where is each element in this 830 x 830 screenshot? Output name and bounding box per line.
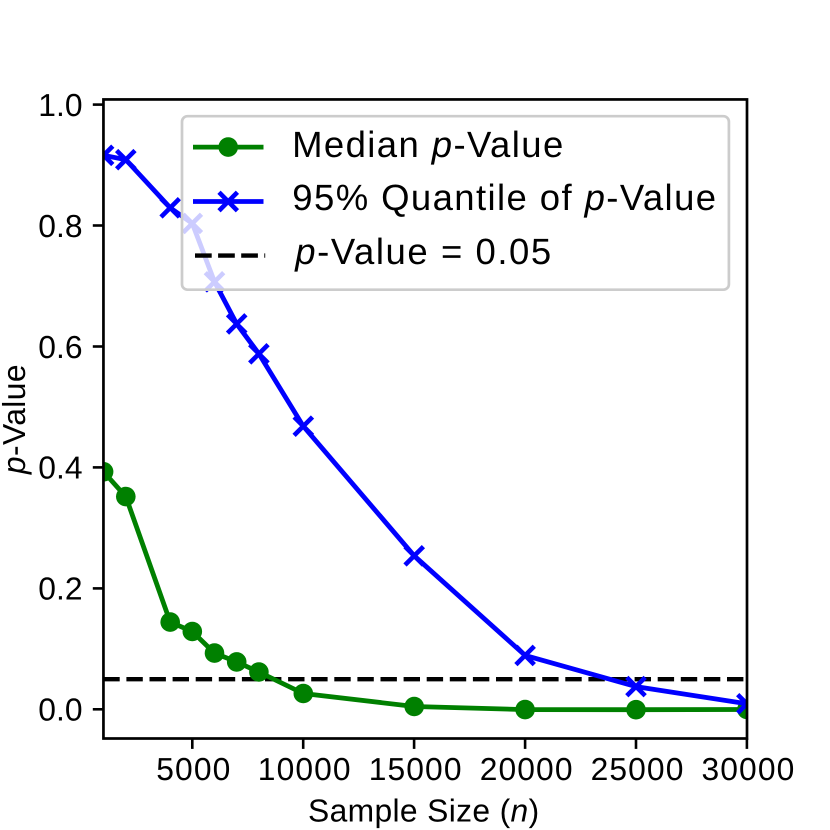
svg-text:0.4: 0.4 (38, 450, 82, 486)
svg-text:Sample Size (n): Sample Size (n) (308, 792, 539, 828)
svg-text:15000: 15000 (369, 751, 463, 787)
svg-text:10000: 10000 (258, 751, 352, 787)
svg-text:p-Value = 0.05: p-Value = 0.05 (294, 231, 552, 272)
svg-text:Median p-Value: Median p-Value (292, 124, 565, 165)
svg-text:95% Quantile of p-Value: 95% Quantile of p-Value (292, 177, 717, 218)
svg-text:p-Value: p-Value (0, 364, 32, 475)
svg-text:0.6: 0.6 (38, 329, 82, 365)
svg-text:1.0: 1.0 (38, 87, 82, 123)
svg-text:30000: 30000 (701, 751, 795, 787)
svg-text:25000: 25000 (591, 751, 685, 787)
svg-text:5000: 5000 (156, 751, 231, 787)
svg-text:0.8: 0.8 (38, 208, 82, 244)
svg-text:0.0: 0.0 (38, 692, 82, 728)
svg-text:0.2: 0.2 (38, 571, 82, 607)
svg-text:20000: 20000 (480, 751, 574, 787)
